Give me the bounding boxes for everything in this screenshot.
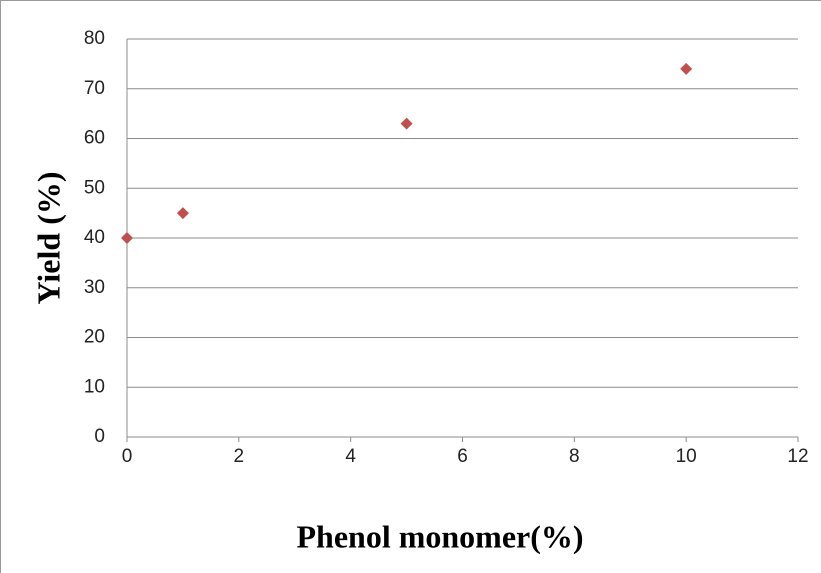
y-tick-label: 40	[84, 227, 105, 248]
point	[121, 232, 133, 244]
x-axis-title: Phenol monomer(%)	[296, 518, 583, 554]
y-tick-label: 30	[84, 277, 105, 298]
point	[680, 62, 693, 75]
x-tick-label: 2	[234, 446, 245, 467]
x-tick-label: 0	[122, 446, 133, 467]
x-tick-label: 6	[457, 446, 468, 467]
x-tick-label: 10	[676, 446, 697, 467]
point	[400, 117, 413, 130]
x-tick-label: 12	[787, 446, 808, 467]
y-tick-label: 10	[84, 376, 105, 397]
y-tick-label: 60	[84, 128, 105, 149]
y-tick-label: 80	[84, 28, 105, 49]
x-tick-label: 4	[345, 446, 356, 467]
point	[176, 207, 189, 220]
y-tick-label: 0	[94, 426, 105, 447]
y-axis-title: Yield (%)	[30, 171, 66, 304]
y-tick-label: 50	[84, 177, 105, 198]
y-tick-label: 70	[84, 78, 105, 99]
x-tick-label: 8	[569, 446, 580, 467]
y-tick-label: 20	[84, 327, 105, 348]
